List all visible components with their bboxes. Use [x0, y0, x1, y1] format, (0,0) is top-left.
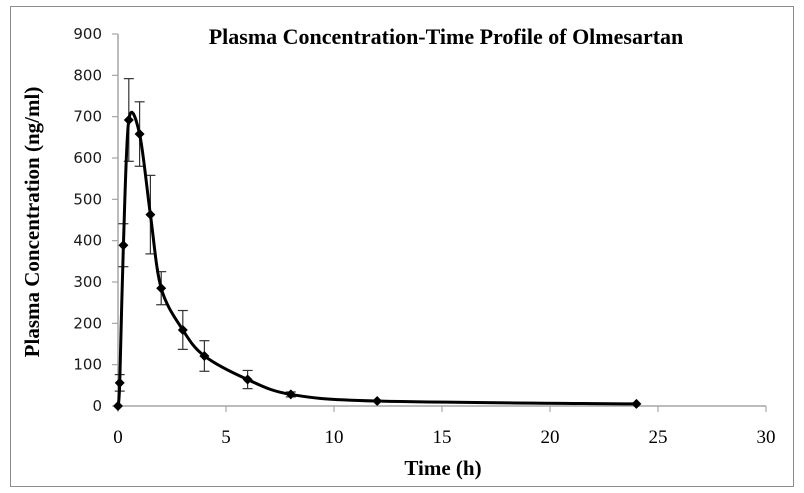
x-tick-label: 0	[113, 427, 123, 448]
y-axis-title: Plasma Concentration (ng/ml)	[20, 87, 44, 358]
axes: 0 100 200 300 400 500 600 700 800 900 0 5 10 15 20 25 30	[73, 25, 775, 448]
x-tick-label: 25	[649, 427, 668, 448]
data-point-marker	[156, 283, 167, 294]
data-point-marker	[113, 401, 123, 411]
data-point-marker	[123, 114, 134, 125]
y-tick-label: 900	[73, 25, 102, 43]
y-tick-label: 800	[73, 66, 102, 84]
y-tick-label: 0	[92, 397, 102, 415]
series-curve	[116, 111, 637, 407]
y-tick-label: 700	[73, 108, 102, 126]
x-axis-title: Time (h)	[404, 456, 481, 480]
y-tick-label: 400	[73, 232, 102, 250]
markers	[113, 114, 642, 411]
x-tick-label: 30	[757, 427, 776, 448]
y-tick-label: 100	[73, 356, 102, 374]
y-tick-label: 200	[73, 314, 102, 332]
data-point-marker	[199, 350, 210, 361]
chart-frame	[10, 6, 794, 487]
data-point-marker	[145, 209, 156, 220]
data-point-marker	[242, 374, 253, 385]
data-point-marker	[285, 389, 296, 400]
data-point-marker	[372, 396, 383, 407]
chart-title: Plasma Concentration-Time Profile of Olm…	[209, 24, 684, 49]
x-tick-label: 5	[221, 427, 231, 448]
x-tick-label: 20	[541, 427, 560, 448]
error-bars	[114, 78, 296, 398]
data-point-marker	[114, 377, 125, 388]
data-point-marker	[134, 129, 145, 140]
data-point-marker	[631, 398, 642, 409]
y-tick-label: 600	[73, 149, 102, 167]
data-point-marker	[118, 240, 129, 251]
data-point-marker	[177, 324, 188, 335]
x-tick-label: 10	[325, 427, 344, 448]
y-tick-label: 500	[73, 190, 102, 208]
series-line	[116, 111, 637, 407]
x-tick-label: 15	[433, 427, 452, 448]
y-tick-label: 300	[73, 273, 102, 291]
